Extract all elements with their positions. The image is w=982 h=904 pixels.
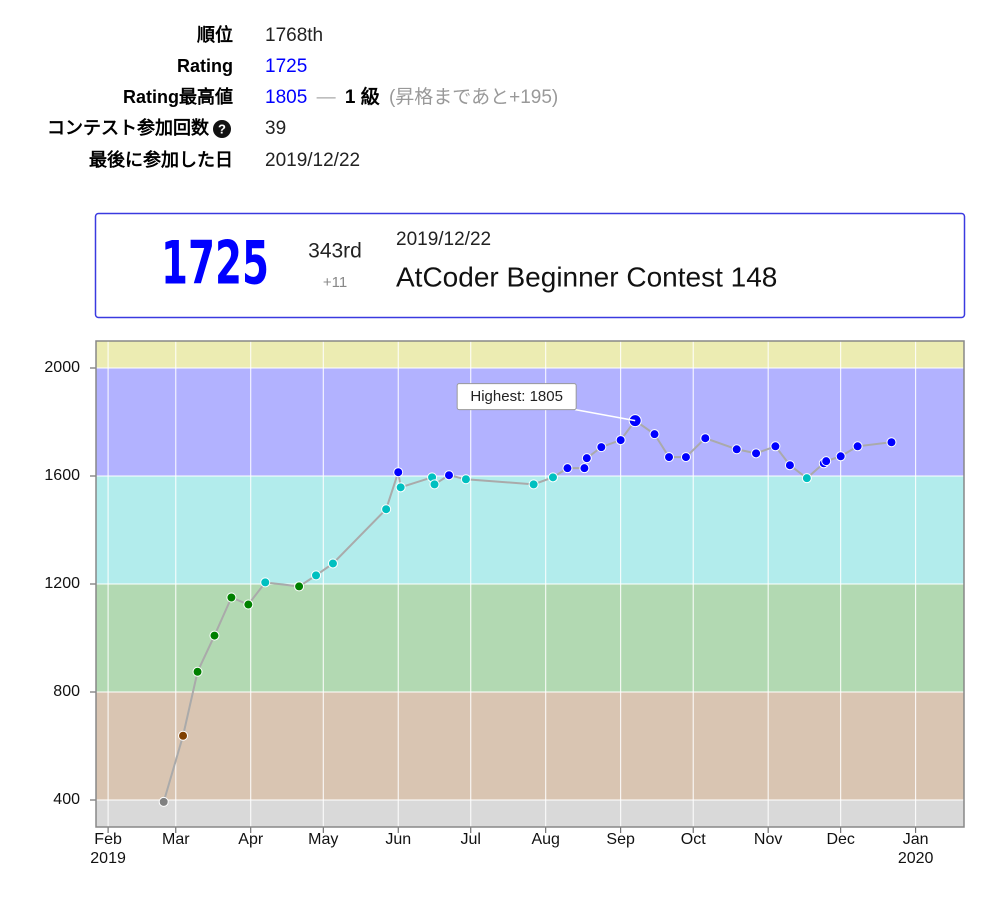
- row-value: 1725: [265, 56, 307, 77]
- rank: 1 級: [345, 85, 380, 108]
- y-tick-label: 2000: [44, 359, 80, 376]
- annotation-text: Highest: 1805: [470, 388, 563, 405]
- x-tick-label: Jun: [385, 831, 411, 848]
- row-value: 39: [265, 118, 286, 139]
- x-tick-label: Jul: [461, 831, 481, 848]
- profile-table: 順位 1768th Rating 1725 Rating最高値 1805 — 1…: [47, 24, 558, 171]
- separator: —: [317, 87, 336, 108]
- rating-point: [581, 453, 592, 464]
- x-tick-label: Jan: [903, 831, 929, 848]
- help-icon[interactable]: [213, 120, 231, 138]
- row-value: 2019/12/22: [265, 150, 360, 171]
- rating-point: [680, 452, 691, 463]
- x-year-label: 2020: [898, 850, 934, 867]
- rating-point: [243, 599, 254, 610]
- annotation-leader: [575, 408, 636, 422]
- plot-border: [95, 340, 965, 828]
- x-tick-label: Mar: [162, 831, 190, 848]
- rating-point: [579, 463, 590, 474]
- rating-point: [381, 504, 392, 515]
- rating-band: [96, 584, 964, 692]
- rating-point: [444, 470, 455, 481]
- card-diff: +11: [323, 274, 347, 291]
- rating-point: [178, 730, 189, 741]
- row-label: 順位: [197, 24, 233, 45]
- rating-point: [395, 482, 406, 493]
- x-tick-label: Oct: [681, 831, 706, 848]
- rating-point: [649, 429, 660, 440]
- rating-point: [784, 460, 795, 471]
- row-label: 最後に参加した日: [89, 149, 233, 170]
- rating-point: [311, 570, 322, 581]
- rating-point: [821, 456, 832, 467]
- card-date: 2019/12/22: [396, 229, 491, 250]
- rating-band: [96, 692, 964, 800]
- y-tick-label: 1200: [44, 575, 80, 592]
- rating-point: [294, 581, 305, 592]
- rating-band: [96, 341, 964, 368]
- rating-point: [664, 452, 675, 463]
- rating-point: [835, 451, 846, 462]
- rating-point: [615, 435, 626, 446]
- rating-point: [562, 463, 573, 474]
- note: (昇格まであと+195): [389, 86, 558, 108]
- rating-point: [770, 441, 781, 452]
- rating-point: [460, 474, 471, 485]
- card-place: 343rd: [308, 240, 362, 263]
- x-tick-label: Apr: [238, 831, 264, 848]
- y-tick-label: 1600: [44, 467, 80, 484]
- rating-point: [596, 442, 607, 453]
- x-tick-label: Nov: [754, 831, 782, 848]
- rating-point: [158, 796, 169, 807]
- rating-point: [192, 666, 203, 677]
- rating-point: [226, 592, 237, 603]
- annotation-box: [456, 383, 577, 411]
- x-tick-label: May: [308, 831, 338, 848]
- help-icon-glyph: ?: [218, 121, 226, 136]
- y-tick-label: 400: [53, 791, 80, 808]
- card-rating: 1725: [161, 229, 269, 299]
- rating-point: [801, 473, 812, 484]
- row-label: コンテスト参加回数: [47, 117, 210, 138]
- row-value: 1768th: [265, 25, 323, 46]
- max-rating: 1805: [265, 87, 307, 108]
- card-contest: AtCoder Beginner Contest 148: [396, 261, 777, 292]
- rating-band: [96, 476, 964, 584]
- x-tick-label: Dec: [826, 831, 854, 848]
- row-label: Rating最高値: [123, 86, 233, 107]
- rating-point: [731, 444, 742, 455]
- rating-point: [751, 448, 762, 459]
- row-label: Rating: [177, 56, 233, 76]
- contest-card: 1725 343rd +11 2019/12/22 AtCoder Beginn…: [94, 212, 966, 319]
- x-tick-label: Sep: [606, 831, 635, 848]
- rating-point: [393, 467, 404, 478]
- rating-point: [528, 479, 539, 490]
- rating-point: [886, 437, 897, 448]
- x-tick-label: Aug: [531, 831, 559, 848]
- rating-point: [209, 630, 220, 641]
- x-year-label: 2019: [90, 850, 126, 867]
- rating-point: [547, 472, 558, 483]
- y-tick-label: 800: [53, 683, 80, 700]
- rating-point: [260, 577, 271, 588]
- rating-point: [327, 558, 338, 569]
- rating-band: [96, 800, 964, 827]
- card-border: [94, 212, 966, 319]
- rating-point: [429, 479, 440, 490]
- row-value: 1805 — 1 級 (昇格まであと+195): [265, 85, 558, 108]
- x-tick-label: Feb: [94, 831, 122, 848]
- rating-point: [852, 441, 863, 452]
- rating-point: [700, 433, 711, 444]
- rating-chart: 400 800 1200 1600 2000 Feb Mar Apr May Jun Jul Aug S…: [44, 340, 965, 867]
